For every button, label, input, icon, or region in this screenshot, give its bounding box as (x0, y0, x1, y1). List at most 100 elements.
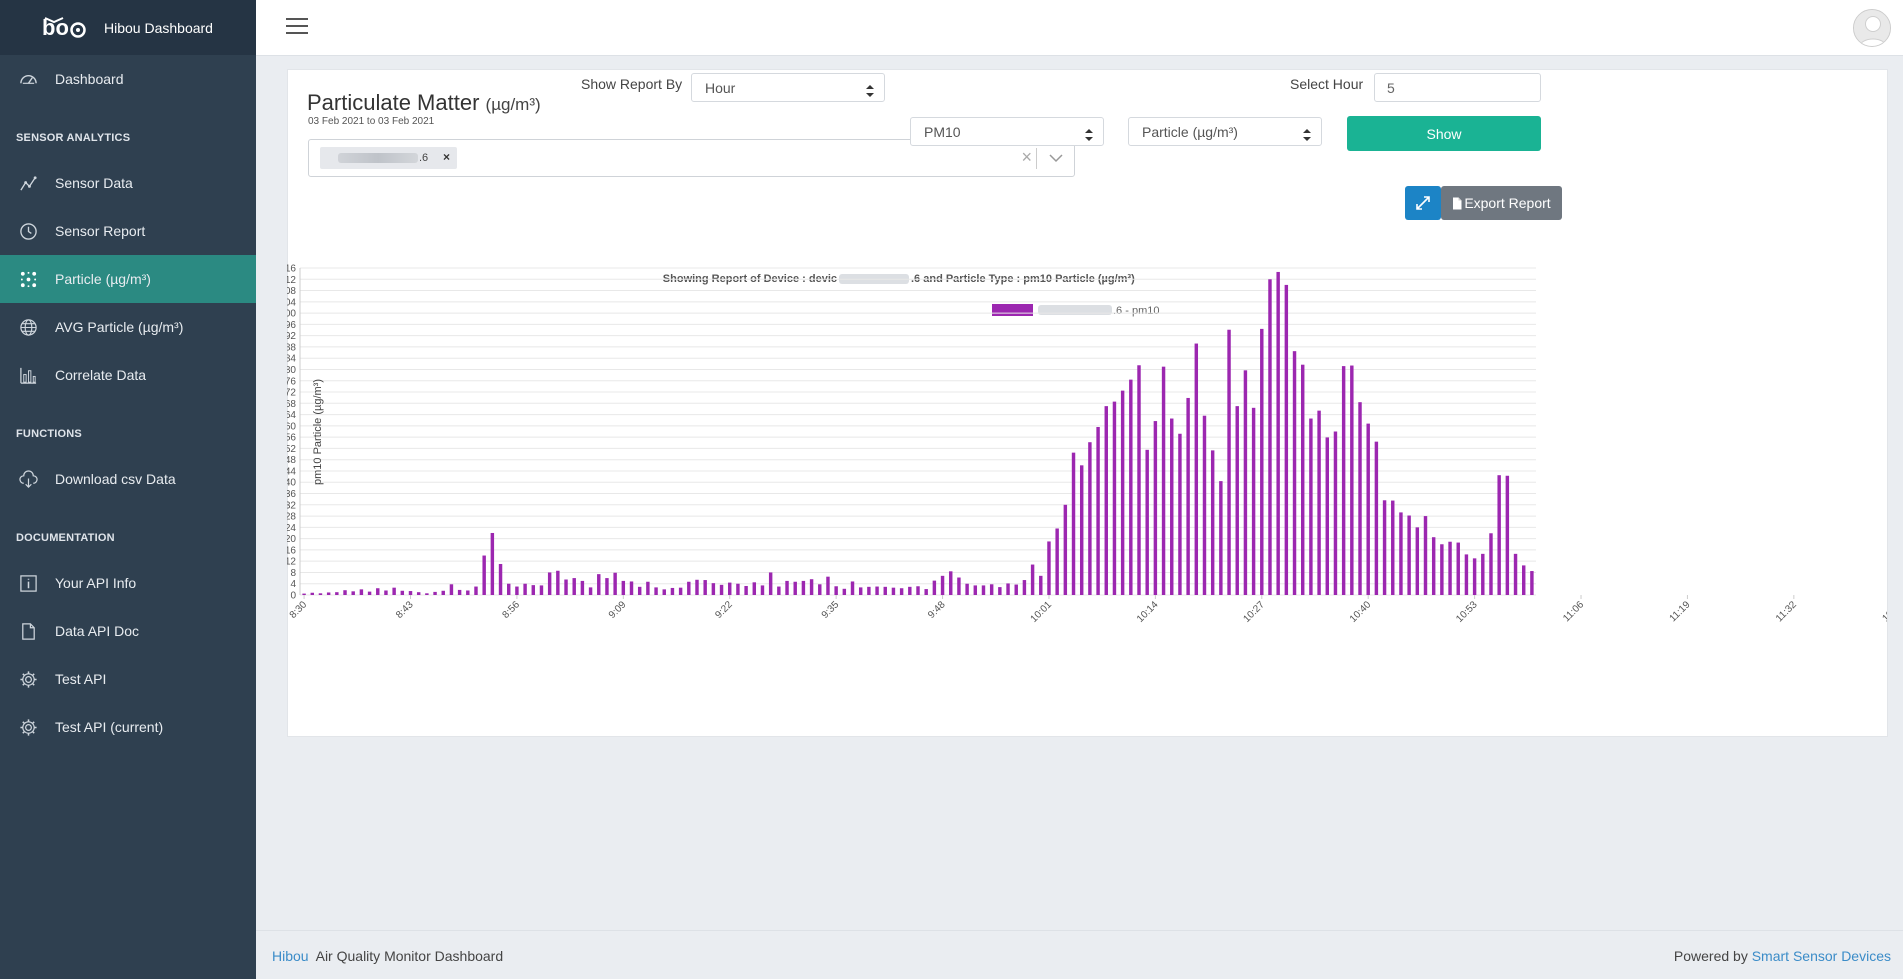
bar[interactable] (793, 581, 797, 595)
bar[interactable] (662, 589, 666, 595)
bar[interactable] (998, 587, 1002, 595)
bar[interactable] (351, 591, 355, 595)
bar[interactable] (1137, 365, 1141, 595)
bar[interactable] (531, 585, 536, 595)
bar[interactable] (1472, 558, 1477, 595)
bar[interactable] (408, 591, 413, 595)
bar[interactable] (1235, 406, 1239, 595)
bar[interactable] (367, 591, 372, 595)
bar[interactable] (376, 588, 380, 595)
bar[interactable] (867, 586, 871, 595)
bar[interactable] (1129, 379, 1133, 595)
sidebar-item-sensor-report[interactable]: Sensor Report (0, 207, 256, 255)
bar[interactable] (637, 586, 642, 595)
bar[interactable] (1120, 390, 1125, 595)
bar[interactable] (818, 584, 822, 595)
bar[interactable] (1497, 475, 1501, 595)
fullscreen-button[interactable] (1405, 186, 1441, 220)
bar[interactable] (433, 591, 437, 595)
bar[interactable] (1522, 565, 1526, 595)
bar[interactable] (515, 586, 519, 595)
bar[interactable] (588, 587, 593, 595)
bar[interactable] (989, 584, 994, 595)
show-button[interactable]: Show (1347, 116, 1541, 151)
bar[interactable] (1292, 351, 1297, 595)
bar[interactable] (1210, 450, 1215, 595)
chevron-down-icon[interactable] (1049, 151, 1063, 165)
bar[interactable] (899, 588, 904, 595)
bar[interactable] (556, 570, 560, 595)
remove-device-icon[interactable]: × (442, 150, 450, 164)
report-by-select[interactable]: Hour (691, 73, 885, 102)
bar[interactable] (1006, 583, 1010, 595)
bar[interactable] (752, 582, 757, 595)
bar[interactable] (1096, 426, 1100, 595)
bar[interactable] (1227, 329, 1231, 595)
bar[interactable] (646, 581, 650, 595)
bar[interactable] (973, 585, 978, 595)
bar[interactable] (507, 583, 511, 595)
bar[interactable] (711, 583, 716, 595)
bar[interactable] (670, 587, 675, 595)
bar[interactable] (1325, 437, 1329, 595)
bar[interactable] (875, 586, 879, 595)
bar[interactable] (1022, 580, 1027, 595)
particle-size-select[interactable]: PM10 (910, 117, 1104, 146)
sidebar-item-api-info[interactable]: Your API Info (0, 559, 256, 607)
bar[interactable] (924, 589, 928, 595)
bar[interactable] (1489, 533, 1493, 595)
bar[interactable] (613, 572, 617, 595)
chart-legend[interactable]: .6 - pm10 (992, 304, 1159, 317)
bar[interactable] (736, 583, 740, 595)
bar[interactable] (858, 587, 863, 595)
bar[interactable] (1407, 515, 1411, 595)
bar[interactable] (801, 580, 806, 595)
bar[interactable] (621, 580, 626, 595)
bar[interactable] (1219, 481, 1223, 595)
bar[interactable] (850, 581, 855, 595)
bar[interactable] (678, 587, 683, 595)
bar[interactable] (1088, 442, 1092, 595)
bar[interactable] (1415, 527, 1420, 595)
bar[interactable] (932, 580, 937, 595)
bar[interactable] (343, 590, 347, 595)
bar[interactable] (1300, 364, 1305, 595)
bar[interactable] (1341, 366, 1346, 595)
bar[interactable] (1153, 421, 1158, 595)
bar[interactable] (302, 593, 306, 595)
bar[interactable] (1186, 397, 1190, 595)
hamburger-menu-icon[interactable] (286, 18, 308, 36)
bar[interactable] (1456, 542, 1460, 595)
bar[interactable] (392, 587, 396, 595)
bar[interactable] (1464, 554, 1469, 595)
bar[interactable] (466, 590, 470, 595)
bar[interactable] (785, 580, 789, 595)
bar[interactable] (539, 585, 544, 595)
bar[interactable] (1374, 441, 1379, 595)
bar[interactable] (760, 585, 765, 595)
bar[interactable] (826, 576, 830, 595)
sidebar-item-test-api[interactable]: Test API (0, 655, 256, 703)
bar[interactable] (1505, 475, 1510, 595)
powered-by-link[interactable]: Smart Sensor Devices (1751, 948, 1891, 964)
bar[interactable] (1399, 512, 1403, 595)
sidebar-item-data-api-doc[interactable]: Data API Doc (0, 607, 256, 655)
bar[interactable] (1530, 571, 1534, 595)
bar[interactable] (400, 590, 405, 595)
bar[interactable] (1431, 537, 1436, 595)
bar[interactable] (326, 592, 331, 595)
bar[interactable] (981, 585, 986, 595)
bar[interactable] (1194, 343, 1199, 595)
bar[interactable] (457, 589, 462, 595)
bar[interactable] (957, 577, 961, 595)
bar[interactable] (842, 588, 847, 595)
bar[interactable] (940, 575, 945, 595)
bar[interactable] (695, 579, 699, 595)
bar[interactable] (1071, 452, 1076, 595)
bar[interactable] (1448, 541, 1452, 595)
bar[interactable] (1366, 423, 1370, 595)
bar[interactable] (1047, 541, 1051, 595)
bar[interactable] (498, 563, 503, 595)
bar[interactable] (916, 586, 920, 595)
bar[interactable] (1309, 418, 1313, 595)
